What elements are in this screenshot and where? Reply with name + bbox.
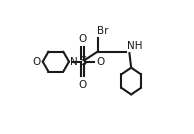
Text: O: O: [79, 34, 87, 44]
Text: O: O: [79, 80, 87, 90]
Text: S: S: [79, 55, 87, 68]
Text: Br: Br: [97, 26, 108, 36]
Text: N: N: [70, 57, 78, 67]
Text: NH: NH: [127, 40, 143, 51]
Text: O: O: [33, 57, 41, 67]
Text: O: O: [96, 57, 104, 67]
